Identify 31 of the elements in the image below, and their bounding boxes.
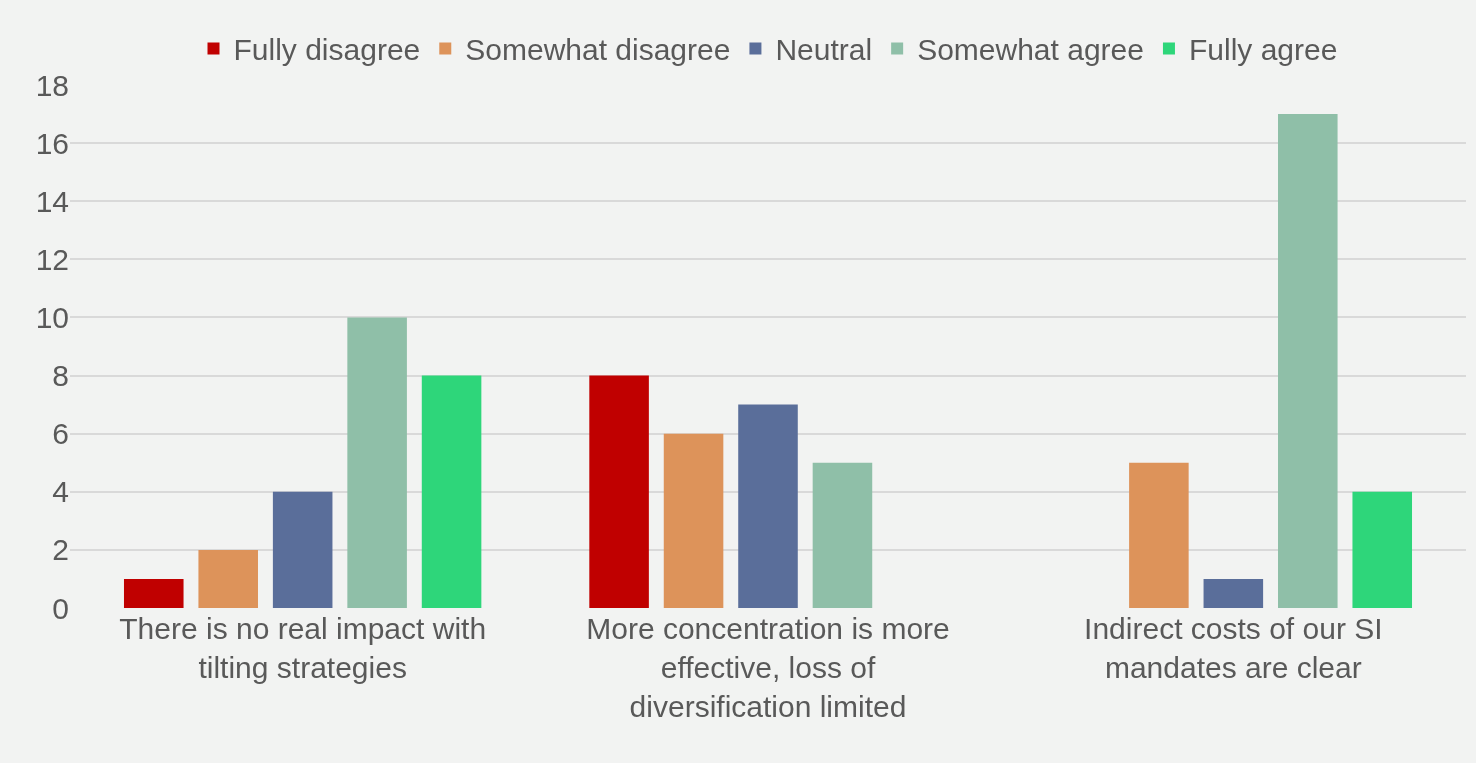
y-tick-label: 18 [35, 68, 69, 102]
y-tick-label: 8 [52, 359, 69, 393]
bar [123, 578, 184, 608]
bar [272, 491, 333, 608]
legend-label: Fully agree [1188, 33, 1338, 67]
bar [347, 317, 407, 608]
y-tick-label: 12 [35, 242, 69, 276]
bar [1203, 578, 1264, 608]
bar [1129, 462, 1189, 608]
y-tick-label: 2 [52, 533, 69, 567]
x-tick-label: More concentration is more effective, loss of diversification limited [586, 612, 950, 723]
x-tick-label: There is no real impact with tilting strategies [119, 612, 487, 684]
bar [1278, 114, 1338, 608]
y-tick-label: 14 [35, 184, 69, 218]
y-tick-label: 0 [52, 591, 69, 625]
y-tick-label: 4 [52, 475, 69, 509]
bar [663, 433, 724, 608]
legend-label: Somewhat agree [917, 33, 1144, 67]
bar [812, 462, 873, 608]
legend-label: Neutral [775, 33, 873, 67]
legend-label: Somewhat disagree [465, 33, 731, 67]
y-tick-label: 16 [35, 126, 69, 160]
bar [198, 549, 258, 608]
y-tick-label: 6 [52, 417, 69, 451]
legend-label: Fully disagree [233, 33, 421, 67]
y-tick-label: 10 [35, 300, 69, 334]
bar [1352, 491, 1413, 608]
x-tick-label: Indirect costs of our SI mandates are clear [1084, 612, 1383, 684]
bar [589, 375, 649, 608]
bar [421, 375, 482, 608]
bar [738, 404, 798, 608]
